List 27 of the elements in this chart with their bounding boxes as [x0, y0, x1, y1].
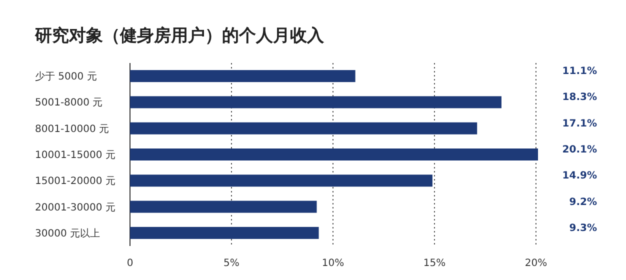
data-label: 20.1%: [562, 144, 597, 156]
bar: [130, 226, 319, 239]
bar: [130, 96, 502, 108]
x-tick-label: 5%: [224, 258, 240, 269]
y-tick-label: 少于 5000 元: [35, 70, 97, 83]
y-tick-label: 8001-10000 元: [35, 124, 110, 135]
y-tick-label: 15001-20000 元: [35, 176, 116, 188]
bar: [130, 200, 317, 213]
y-tick-label: 5001-8000 元: [35, 98, 103, 109]
chart-title: 研究对象（健身房用户）的个人月收入: [34, 26, 325, 46]
x-tick-label: 20%: [524, 258, 548, 269]
x-tick-label: 10%: [322, 258, 344, 269]
data-label: 17.1%: [562, 118, 597, 130]
data-label: 9.2%: [569, 196, 597, 208]
data-label: 11.1%: [562, 66, 597, 78]
bar: [130, 174, 432, 187]
x-tick-label: 15%: [423, 258, 446, 269]
y-tick-label: 10001-15000 元: [35, 150, 116, 161]
bar: [130, 122, 478, 134]
y-tick-label: 20001-30000 元: [35, 202, 116, 214]
bar: [130, 148, 538, 160]
data-label: 14.9%: [562, 170, 597, 182]
bar: [130, 70, 356, 82]
data-label: 9.3%: [569, 222, 597, 234]
x-tick-label: 0: [126, 258, 134, 269]
data-label: 18.3%: [562, 92, 597, 104]
y-tick-label: 30000 元以上: [35, 227, 100, 240]
